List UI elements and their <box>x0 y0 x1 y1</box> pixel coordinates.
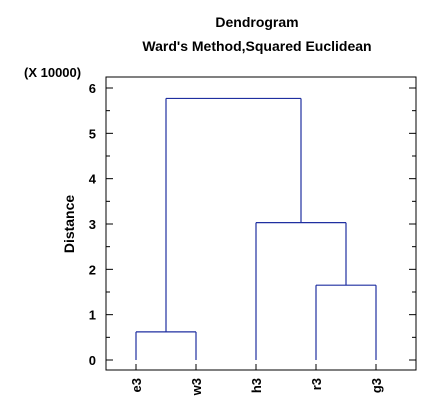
x-tick-label-h3: h3 <box>249 378 264 393</box>
chart-title: Dendrogram <box>215 14 298 30</box>
y-axis-ticks: 0 1 2 3 4 5 6 <box>89 81 416 368</box>
x-tick-label-g3: g3 <box>369 378 384 393</box>
chart-subtitle: Ward's Method,Squared Euclidean <box>142 38 371 54</box>
plot-frame <box>105 76 417 371</box>
y-tick-label: 1 <box>89 308 96 323</box>
y-tick-label: 4 <box>89 172 97 187</box>
y-tick-label: 6 <box>89 81 96 96</box>
dendrogram-links <box>135 97 377 360</box>
y-scale-note: (X 10000) <box>24 65 81 80</box>
x-tick-label-e3: e3 <box>129 378 144 392</box>
x-tick-label-r3: r3 <box>309 378 324 390</box>
x-tick-label-w3: w3 <box>189 378 204 396</box>
y-axis-label: Distance <box>61 195 77 254</box>
x-axis-ticks: e3 w3 h3 r3 g3 <box>129 364 384 396</box>
y-tick-label: 2 <box>89 262 96 277</box>
y-tick-label: 0 <box>89 353 96 368</box>
y-tick-label: 5 <box>89 126 96 141</box>
y-tick-label: 3 <box>89 217 96 232</box>
